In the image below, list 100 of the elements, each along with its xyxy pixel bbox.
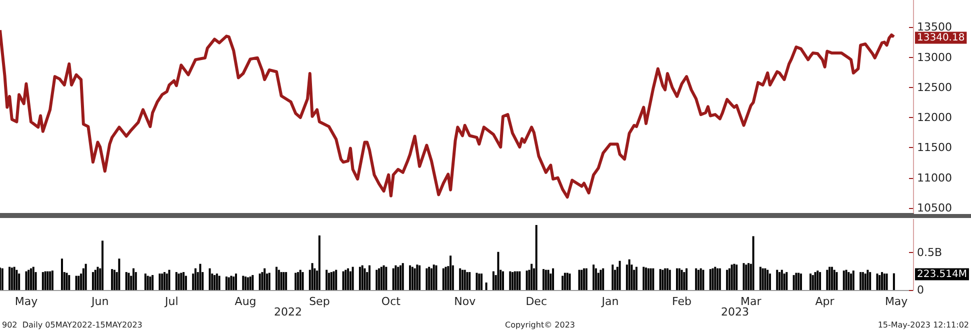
bar	[311, 263, 314, 290]
bar	[214, 275, 216, 290]
bar	[382, 265, 385, 290]
bar	[332, 271, 335, 290]
bar	[296, 272, 299, 290]
bar	[397, 266, 400, 290]
text: 902 Daily 05MAY2022-15MAY2023	[2, 320, 142, 330]
bar	[344, 270, 347, 290]
y-tick-label: 13000	[917, 50, 952, 64]
bar	[842, 270, 845, 290]
bar	[82, 268, 84, 290]
bar	[745, 264, 748, 290]
bar	[659, 269, 662, 290]
bar	[518, 271, 521, 290]
bar	[435, 265, 438, 290]
bar	[149, 276, 152, 290]
bar	[676, 268, 678, 290]
bar	[485, 282, 488, 290]
x-tick-label: Sep	[309, 295, 330, 308]
bar	[862, 272, 864, 290]
bar	[428, 266, 430, 290]
bar	[480, 274, 483, 290]
bar	[752, 236, 754, 290]
bar	[800, 274, 802, 290]
bar	[326, 270, 328, 290]
bar	[650, 268, 652, 290]
bar	[642, 266, 645, 290]
bar	[163, 272, 166, 290]
bar	[759, 266, 762, 290]
bar	[516, 271, 518, 290]
bar	[468, 272, 471, 290]
bar	[208, 268, 211, 290]
x-tick-label: Dec	[526, 295, 548, 308]
bar	[280, 272, 282, 290]
bar	[628, 259, 630, 290]
bar	[282, 272, 285, 290]
x-tick-label: Nov	[454, 295, 476, 308]
bar	[294, 272, 297, 290]
bar	[244, 276, 247, 290]
bar	[733, 264, 736, 290]
annotation: 223.514M	[917, 268, 967, 280]
y-tick-label: 12500	[917, 80, 952, 94]
bar	[709, 269, 712, 290]
bar	[876, 274, 878, 290]
x-tick-label: Jun	[90, 295, 109, 308]
bar	[809, 274, 812, 290]
bar	[96, 266, 99, 290]
y-tick-label: 11500	[917, 141, 952, 154]
bar	[134, 272, 137, 290]
bar	[146, 276, 149, 290]
x-tick-label: Aug	[234, 295, 256, 308]
bar	[702, 270, 704, 290]
bar	[8, 266, 11, 290]
bar	[230, 276, 232, 290]
x-tick-label: Mar	[740, 295, 762, 308]
bar	[544, 270, 547, 290]
bar	[600, 270, 602, 290]
bar	[666, 268, 668, 290]
bar	[394, 265, 397, 290]
bar	[819, 272, 822, 290]
bar	[111, 269, 114, 290]
bar	[444, 266, 447, 290]
line-series	[0, 28, 896, 199]
bar	[860, 272, 862, 290]
bar	[276, 266, 278, 290]
bar	[234, 274, 237, 290]
bar	[869, 272, 872, 290]
bar	[30, 268, 32, 290]
bar	[728, 268, 730, 290]
bar	[547, 270, 550, 290]
bar	[850, 274, 852, 290]
bar	[335, 270, 338, 290]
bar	[476, 272, 478, 290]
bar	[218, 276, 220, 290]
bar	[618, 260, 621, 290]
bar	[347, 268, 350, 290]
bar	[18, 274, 20, 290]
bar	[814, 272, 816, 290]
bar	[566, 272, 568, 290]
bar	[414, 268, 416, 290]
bar	[680, 270, 683, 290]
bar	[718, 268, 721, 290]
bar	[232, 276, 235, 290]
bar	[10, 268, 13, 290]
bar	[881, 272, 884, 290]
bar	[450, 256, 452, 290]
bar	[378, 268, 380, 290]
bar	[361, 265, 364, 290]
bar	[166, 274, 168, 290]
bar	[194, 268, 196, 290]
bar	[358, 266, 361, 290]
bar	[697, 270, 700, 290]
bar	[158, 274, 161, 290]
bar	[664, 268, 666, 290]
bar	[178, 274, 180, 290]
bar	[678, 268, 680, 290]
bar	[459, 268, 462, 290]
bar	[478, 274, 480, 290]
bar	[411, 266, 414, 290]
text: 2023	[721, 306, 749, 318]
